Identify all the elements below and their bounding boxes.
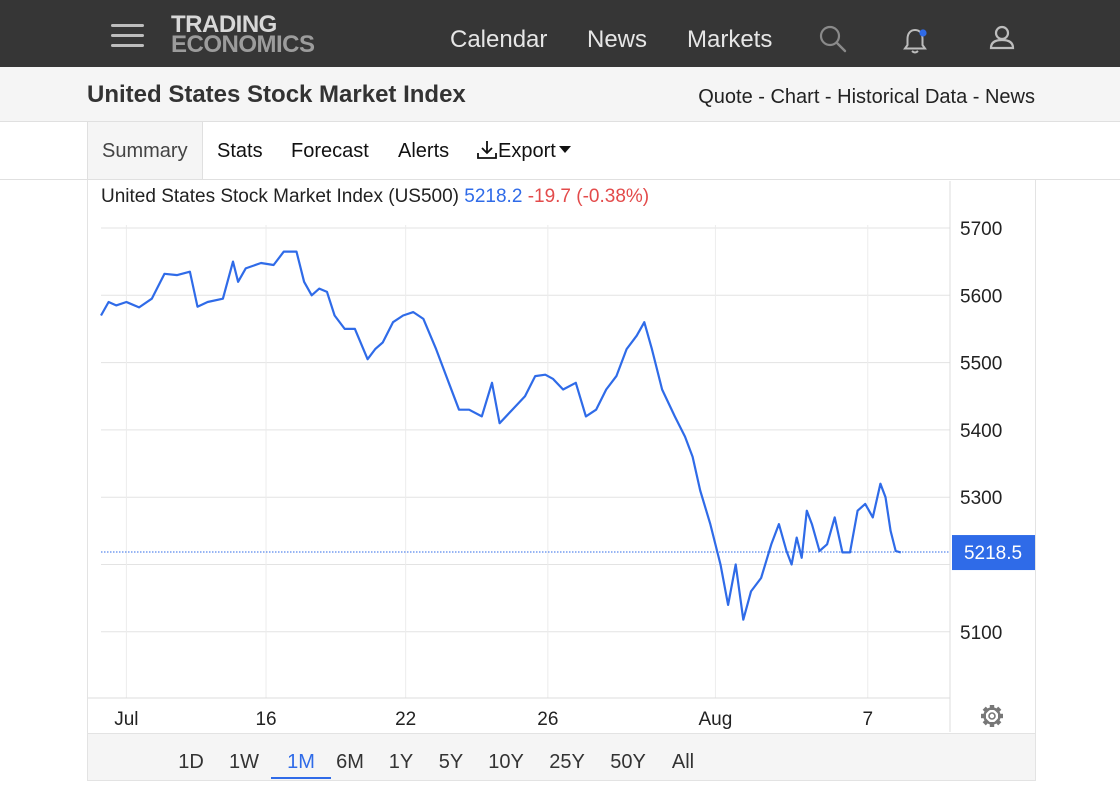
y-tick-label: 5100 [960,623,1002,644]
instrument-name: United States Stock Market Index (US500) [101,186,459,207]
chevron-down-icon [558,146,571,154]
nav-calendar-link[interactable]: Calendar [450,26,548,53]
y-tick-label: 5700 [960,219,1002,240]
price-change: -19.7 (-0.38%) [527,186,650,207]
x-tick-label: Aug [699,709,733,730]
tab-bar: Summary Stats Forecast Alerts Export [0,122,1120,180]
chart-link[interactable]: Chart [770,86,820,108]
range-button-1w[interactable]: 1W [229,751,259,773]
y-tick-label: 5600 [960,286,1002,307]
range-button-1d[interactable]: 1D [178,751,204,773]
export-label: Export [498,140,556,162]
price-series-line[interactable] [100,250,902,621]
chart-header: United States Stock Market Index (US500)… [101,186,649,208]
site-logo[interactable]: TRADING ECONOMICS [171,11,315,58]
x-tick-label: 16 [255,709,276,730]
tab-stats[interactable]: Stats [217,140,263,162]
range-button-50y[interactable]: 50Y [610,751,646,773]
last-value-label: 5218.5 [964,543,1022,564]
y-tick-label: 5500 [960,354,1002,375]
tab-alerts[interactable]: Alerts [398,140,450,162]
range-button-5y[interactable]: 5Y [438,751,464,773]
download-icon [477,140,497,159]
link-separator: - [752,86,771,108]
menu-icon[interactable] [111,24,144,48]
tab-summary[interactable]: Summary [87,122,203,179]
nav-markets-link[interactable]: Markets [687,26,773,53]
tab-export[interactable]: Export [476,122,571,179]
range-button-25y[interactable]: 25Y [549,751,585,773]
last-value-badge [952,535,1035,571]
tab-forecast[interactable]: Forecast [291,140,369,162]
range-button-6m[interactable]: 6M [336,751,364,773]
notification-dot [919,29,927,37]
x-tick-label: 26 [537,709,558,730]
bell-icon[interactable] [902,26,930,56]
gear-icon[interactable] [981,705,1003,727]
range-button-10y[interactable]: 10Y [488,751,524,773]
link-separator: - [819,86,838,108]
page-header: United States Stock Market Index Quote -… [0,67,1120,122]
y-tick-label: 5300 [960,488,1002,509]
logo-line-2: ECONOMICS [171,31,315,58]
range-button-1y[interactable]: 1Y [388,751,414,773]
range-button-all[interactable]: All [671,751,695,773]
quick-links: Quote - Chart - Historical Data - News [698,86,1035,109]
news-link[interactable]: News [984,86,1035,108]
page-title: United States Stock Market Index [87,81,466,108]
range-button-1m[interactable]: 1M [271,735,331,779]
x-tick-label: 22 [395,709,416,730]
historical-data-link[interactable]: Historical Data [837,86,968,108]
x-tick-label: 7 [862,709,873,730]
y-tick-label: 5400 [960,421,1002,442]
link-separator: - [967,86,985,108]
user-icon[interactable] [989,25,1015,51]
nav-news-link[interactable]: News [587,26,648,53]
range-selector-bar [88,733,1035,780]
search-icon[interactable] [819,25,847,53]
logo-line-1: TRADING [171,11,277,38]
last-price: 5218.2 [464,186,523,207]
x-tick-label: Jul [114,709,138,730]
quote-link[interactable]: Quote [698,86,753,108]
top-navbar: TRADING ECONOMICS Calendar News Markets [0,0,1120,67]
chart-panel [87,180,1036,781]
